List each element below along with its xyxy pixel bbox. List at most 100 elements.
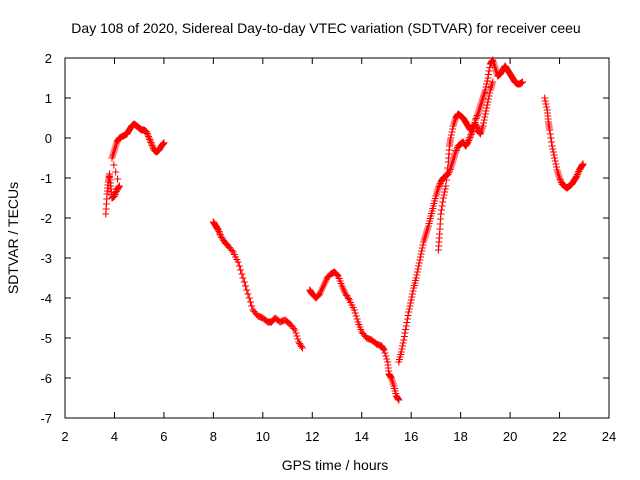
data-point — [552, 163, 560, 171]
data-point — [112, 189, 120, 197]
data-point — [242, 282, 250, 290]
data-point — [484, 98, 492, 106]
data-point — [434, 184, 442, 192]
x-tick-label: 24 — [602, 429, 616, 444]
data-point — [216, 229, 224, 237]
data-point — [159, 140, 167, 148]
data-point — [144, 131, 152, 139]
data-point — [547, 134, 555, 142]
data-point — [394, 395, 402, 403]
data-point — [438, 202, 446, 210]
data-point — [146, 136, 154, 143]
y-tick-label: -6 — [40, 371, 52, 386]
data-point — [160, 139, 168, 147]
data-point — [114, 175, 122, 183]
y-tick-label: -4 — [40, 291, 52, 306]
data-point — [403, 319, 411, 326]
data-point — [399, 342, 407, 350]
x-tick-label: 10 — [256, 429, 270, 444]
plot-frame — [64, 57, 610, 419]
y-tick-label: -5 — [40, 331, 52, 346]
data-point — [518, 78, 526, 86]
data-point — [414, 265, 422, 273]
data-point — [546, 126, 554, 134]
data-point — [111, 191, 119, 198]
data-point — [400, 333, 408, 340]
data-point — [143, 128, 151, 136]
data-point — [405, 308, 413, 316]
data-point — [353, 315, 361, 323]
y-tick-label: 1 — [45, 91, 52, 106]
data-point — [472, 115, 480, 122]
data-point — [234, 258, 242, 266]
data-point — [542, 100, 550, 108]
data-point — [214, 226, 222, 234]
data-point — [550, 151, 558, 159]
chart-title: Day 108 of 2020, Sidereal Day-to-day VTE… — [71, 20, 580, 36]
x-tick-label: 22 — [552, 429, 566, 444]
data-point — [441, 185, 449, 193]
data-point — [437, 206, 445, 214]
data-point — [400, 336, 408, 344]
data-point — [293, 332, 301, 340]
data-point — [473, 112, 481, 119]
y-axis: 2 1 0 -1 -2 -3 -4 -5 -6 -7 — [40, 51, 609, 426]
data-point — [245, 294, 253, 302]
data-point — [395, 396, 403, 404]
data-point — [543, 103, 551, 111]
data-point — [235, 262, 243, 270]
data-point — [482, 83, 490, 91]
data-point — [472, 122, 480, 129]
data-point — [442, 176, 450, 184]
x-tick-label: 8 — [210, 429, 217, 444]
data-point — [465, 135, 473, 143]
data-point — [297, 343, 305, 350]
data-point — [447, 134, 455, 142]
data-point — [481, 113, 489, 121]
data-point — [239, 274, 247, 282]
data-point — [473, 123, 481, 131]
x-tick-label: 16 — [404, 429, 418, 444]
data-point — [443, 170, 451, 178]
data-point — [146, 137, 154, 145]
data-points — [102, 56, 587, 404]
data-point — [408, 293, 416, 301]
data-point — [485, 67, 493, 75]
data-point — [405, 305, 413, 313]
x-tick-label: 4 — [111, 429, 118, 444]
data-point — [237, 266, 245, 274]
data-point — [412, 274, 420, 282]
data-point — [401, 329, 409, 337]
data-point — [417, 250, 425, 258]
data-point — [437, 210, 445, 218]
data-point — [382, 352, 390, 360]
data-point — [148, 142, 156, 149]
data-point — [484, 95, 492, 103]
x-tick-label: 18 — [453, 429, 467, 444]
data-point — [541, 94, 549, 102]
data-point — [379, 345, 387, 353]
data-point — [483, 104, 491, 112]
data-point — [415, 262, 423, 270]
data-point — [556, 176, 564, 183]
data-point — [473, 113, 481, 121]
data-point — [441, 188, 449, 196]
x-tick-label: 2 — [61, 429, 68, 444]
y-tick-label: 2 — [45, 51, 52, 66]
data-point — [556, 174, 564, 182]
data-point — [380, 346, 388, 354]
data-point — [416, 253, 424, 261]
data-point — [383, 355, 391, 363]
data-point — [112, 168, 120, 176]
data-point — [115, 182, 123, 190]
data-point — [407, 299, 415, 307]
data-point — [479, 122, 487, 130]
data-point — [418, 244, 426, 252]
data-point — [418, 247, 426, 255]
x-tick-label: 14 — [354, 429, 368, 444]
data-point — [298, 344, 306, 352]
data-point — [480, 116, 488, 124]
data-point — [483, 77, 491, 85]
data-point — [238, 270, 246, 278]
